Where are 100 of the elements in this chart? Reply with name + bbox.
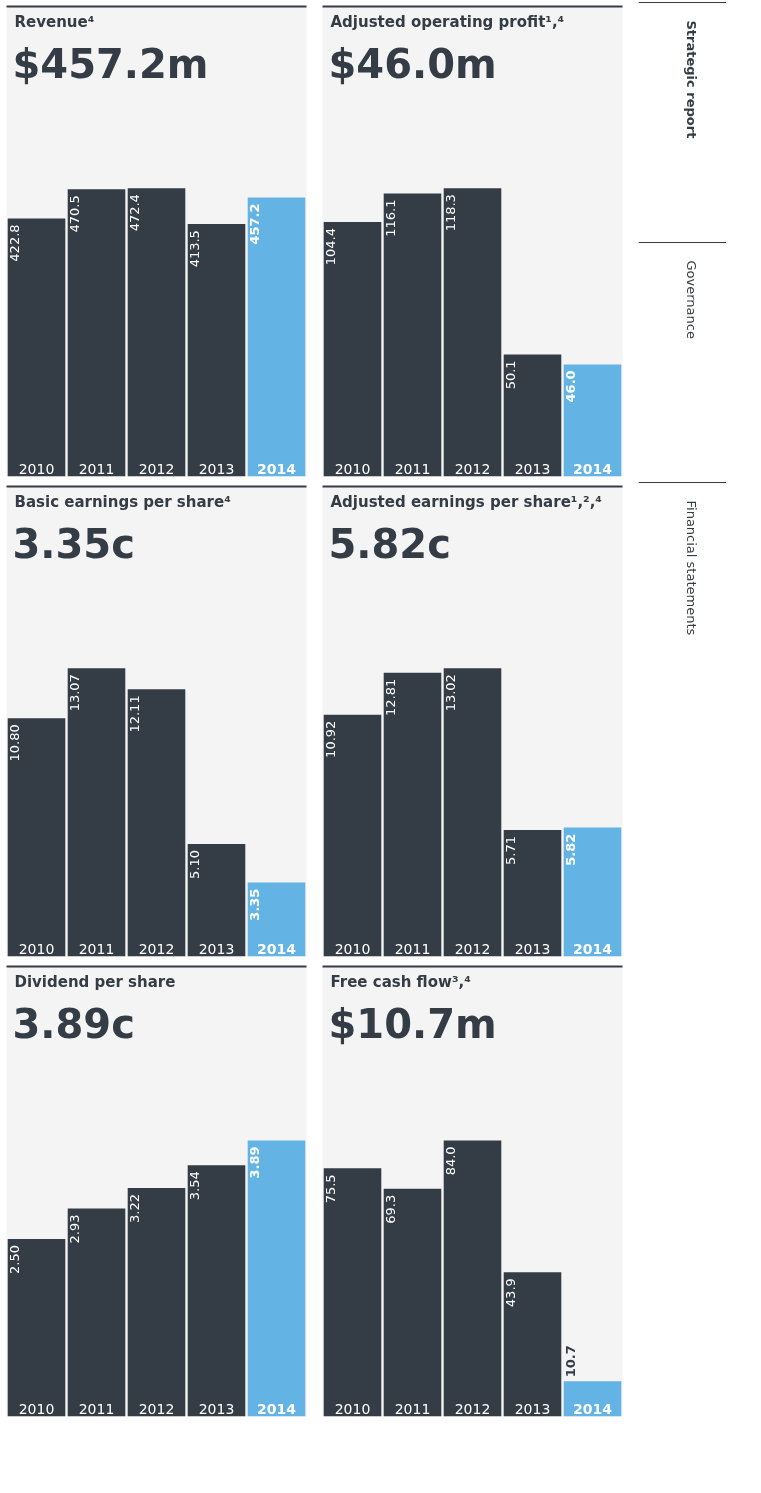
category-label: 2011: [78, 940, 115, 957]
data-label: 457.2: [247, 203, 263, 245]
category-label: 2010: [18, 1400, 55, 1417]
text: Strategic report: [683, 20, 699, 139]
category-label: 2013: [198, 940, 235, 957]
bar: [7, 218, 66, 477]
bar: [67, 189, 126, 477]
bar: [443, 668, 502, 957]
bar: [383, 1188, 442, 1417]
category-label: 2013: [198, 460, 235, 477]
bar: [187, 224, 246, 477]
bar: [247, 197, 306, 477]
category-label: 2012: [454, 1400, 491, 1417]
bar: [503, 1272, 562, 1417]
chart-title: Dividend per share: [14, 972, 176, 991]
data-label: 5.82: [563, 833, 579, 866]
bar: [323, 1168, 382, 1417]
chart-title: Revenue⁴: [14, 12, 95, 31]
bar: [383, 193, 442, 477]
category-label: 2013: [198, 1400, 235, 1417]
category-label: 2013: [514, 460, 551, 477]
category-label: 2012: [138, 940, 175, 957]
data-label: 3.35: [247, 888, 263, 921]
data-label: 46.0: [563, 370, 579, 403]
bar: [247, 1140, 306, 1417]
data-label: 13.02: [443, 674, 459, 712]
category-label: 2010: [18, 460, 55, 477]
category-label: 2010: [334, 940, 371, 957]
category-label: 2013: [514, 1400, 551, 1417]
category-label: 2011: [394, 460, 431, 477]
bar: [503, 830, 562, 957]
category-label: 2014: [257, 940, 296, 957]
category-label: 2010: [334, 460, 371, 477]
category-label: 2012: [138, 460, 175, 477]
chart-subtitle: 3.89c: [12, 1000, 135, 1047]
category-label: 2011: [78, 460, 115, 477]
category-label: 2012: [454, 460, 491, 477]
chart-title: Adjusted operating profit¹,⁴: [330, 12, 565, 31]
bar: [127, 689, 186, 957]
text: Governance: [683, 260, 699, 339]
category-label: 2010: [18, 940, 55, 957]
bar: [563, 364, 622, 477]
bar: [7, 1239, 66, 1417]
data-label: 10.92: [323, 720, 339, 758]
bar: [323, 222, 382, 477]
data-label: 84.0: [443, 1146, 459, 1176]
data-label: 116.1: [383, 199, 399, 237]
bar: [503, 354, 562, 477]
data-label: 470.5: [67, 195, 83, 233]
chart-subtitle: 5.82c: [328, 520, 451, 567]
category-label: 2012: [454, 940, 491, 957]
bar: [323, 714, 382, 957]
chart-subtitle: $457.2m: [12, 40, 209, 87]
bar: [127, 188, 186, 477]
category-label: 2014: [257, 1400, 296, 1417]
data-label: 5.10: [187, 849, 203, 879]
data-label: 69.3: [383, 1194, 399, 1224]
data-label: 3.89: [247, 1146, 263, 1179]
bar: [187, 843, 246, 957]
bar: [563, 827, 622, 957]
data-label: 413.5: [187, 230, 203, 268]
text: Financial statements: [683, 500, 699, 636]
data-label: 422.8: [7, 224, 23, 262]
data-label: 12.81: [383, 678, 399, 717]
bar: [443, 1140, 502, 1417]
data-label: 3.54: [187, 1171, 203, 1201]
chart-title: Adjusted earnings per share¹,²,⁴: [330, 492, 602, 511]
bar: [67, 1208, 126, 1417]
data-label: 50.1: [503, 360, 519, 390]
category-label: 2013: [514, 940, 551, 957]
category-label: 2011: [78, 1400, 115, 1417]
data-label: 472.4: [127, 194, 143, 232]
category-label: 2012: [138, 1400, 175, 1417]
category-label: 2014: [573, 940, 612, 957]
bar: [383, 672, 442, 957]
chart-subtitle: 3.35c: [12, 520, 135, 567]
data-label: 5.71: [503, 836, 519, 865]
data-label: 3.22: [127, 1193, 143, 1223]
category-label: 2014: [573, 460, 612, 477]
category-label: 2011: [394, 1400, 431, 1417]
bar: [67, 668, 126, 957]
bar: [443, 188, 502, 477]
data-label: 12.11: [127, 695, 143, 733]
category-label: 2011: [394, 940, 431, 957]
chart-subtitle: $46.0m: [328, 40, 497, 87]
bar: [7, 718, 66, 957]
data-label: 104.4: [323, 228, 339, 266]
chart-title: Basic earnings per share⁴: [14, 492, 231, 511]
data-label: 13.07: [67, 674, 83, 712]
chart-title: Free cash flow³,⁴: [330, 972, 471, 991]
category-label: 2014: [257, 460, 296, 477]
bar: [127, 1187, 186, 1417]
category-label: 2014: [573, 1400, 612, 1417]
data-label: 10.80: [7, 724, 23, 762]
chart-subtitle: $10.7m: [328, 1000, 497, 1047]
data-label: 2.50: [7, 1245, 23, 1275]
data-label: 43.9: [503, 1278, 519, 1308]
category-label: 2010: [334, 1400, 371, 1417]
data-label: 75.5: [323, 1174, 339, 1204]
bar: [187, 1165, 246, 1417]
